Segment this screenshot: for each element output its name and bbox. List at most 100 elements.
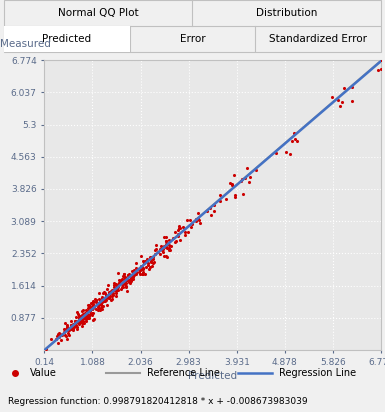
Point: [95, 296, 102, 303]
Point: [93, 297, 99, 304]
Point: [170, 234, 176, 241]
Point: [164, 245, 170, 251]
Point: [83, 318, 89, 325]
Text: Regression Line: Regression Line: [279, 368, 357, 377]
Point: [217, 192, 223, 199]
Point: [89, 312, 95, 318]
Point: [166, 242, 172, 249]
Point: [103, 296, 109, 303]
Point: [140, 258, 146, 265]
Point: [90, 297, 96, 304]
Point: [175, 231, 181, 237]
Point: [113, 286, 119, 293]
Point: [109, 288, 116, 294]
Point: [140, 271, 146, 278]
Point: [203, 208, 209, 214]
Point: [238, 178, 244, 184]
Point: [84, 311, 90, 317]
Point: [115, 283, 121, 289]
Point: [85, 305, 92, 311]
Point: [339, 99, 345, 105]
Point: [82, 311, 88, 318]
Point: [188, 224, 194, 231]
Point: [147, 263, 153, 270]
Point: [64, 330, 70, 337]
Point: [148, 258, 154, 265]
Point: [139, 271, 145, 278]
Point: [85, 302, 92, 308]
Point: [89, 310, 95, 316]
Point: [104, 293, 110, 299]
Point: [195, 215, 201, 222]
Point: [161, 234, 167, 240]
Point: [87, 304, 93, 310]
Point: [78, 312, 84, 319]
Point: [80, 320, 86, 326]
Point: [114, 270, 121, 277]
Point: [110, 289, 117, 296]
Point: [145, 260, 151, 266]
Point: [100, 296, 106, 303]
Point: [108, 296, 114, 303]
Point: [99, 306, 105, 312]
Point: [182, 229, 188, 236]
Point: [142, 271, 148, 277]
Point: [79, 318, 85, 324]
Point: [166, 247, 172, 253]
Point: [106, 288, 112, 295]
Point: [149, 263, 155, 270]
Point: [95, 304, 102, 311]
Point: [66, 326, 72, 333]
Point: [137, 267, 143, 273]
Point: [65, 325, 71, 331]
Point: [127, 278, 133, 284]
Point: [83, 315, 89, 322]
Point: [122, 276, 128, 283]
Point: [57, 332, 63, 339]
Point: [61, 325, 67, 332]
Point: [72, 318, 78, 325]
Point: [162, 237, 169, 244]
Point: [122, 278, 128, 285]
Point: [147, 254, 153, 260]
Point: [109, 287, 115, 293]
Point: [64, 335, 70, 342]
Point: [125, 272, 131, 278]
Point: [149, 254, 156, 260]
Point: [189, 221, 195, 227]
Point: [56, 333, 62, 340]
Point: [232, 193, 238, 200]
Point: [116, 280, 122, 286]
Point: [167, 247, 173, 253]
Point: [139, 264, 146, 271]
Point: [84, 316, 90, 323]
Point: [91, 304, 97, 311]
Point: [232, 192, 238, 199]
Point: [176, 225, 182, 232]
Point: [66, 332, 72, 339]
Point: [87, 308, 93, 314]
Point: [152, 251, 158, 258]
Point: [163, 253, 169, 260]
Point: [64, 324, 70, 330]
Point: [133, 260, 139, 267]
Point: [99, 289, 105, 296]
Point: [123, 280, 129, 286]
Point: [62, 332, 69, 339]
Point: [139, 266, 145, 272]
Point: [115, 282, 121, 289]
Point: [244, 164, 250, 171]
Text: Standardized Error: Standardized Error: [269, 34, 367, 44]
Point: [185, 229, 191, 236]
Point: [102, 290, 109, 297]
Point: [122, 281, 128, 288]
Point: [80, 315, 87, 321]
Point: [137, 270, 143, 277]
Point: [43, 345, 49, 352]
Point: [173, 238, 179, 245]
Point: [283, 148, 290, 155]
Point: [69, 323, 75, 330]
Point: [104, 293, 110, 300]
Text: Value: Value: [30, 368, 57, 377]
Point: [97, 307, 103, 313]
